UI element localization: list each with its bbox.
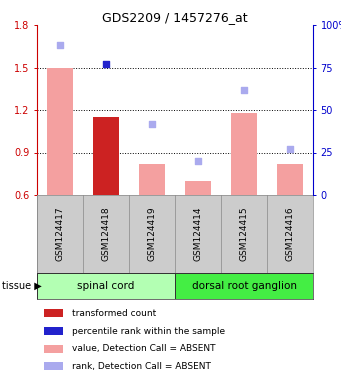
Bar — [47, 68, 73, 195]
Bar — [37, 273, 175, 299]
Text: GSM124414: GSM124414 — [193, 207, 203, 261]
Text: dorsal root ganglion: dorsal root ganglion — [192, 281, 297, 291]
Text: GSM124419: GSM124419 — [148, 207, 157, 262]
Text: percentile rank within the sample: percentile rank within the sample — [72, 326, 225, 336]
Bar — [139, 164, 165, 195]
Text: GSM124418: GSM124418 — [102, 207, 110, 262]
Bar — [44, 310, 63, 318]
Bar — [44, 327, 63, 335]
Bar — [231, 113, 257, 195]
Text: transformed count: transformed count — [72, 309, 156, 318]
Text: GSM124416: GSM124416 — [285, 207, 295, 262]
Text: value, Detection Call = ABSENT: value, Detection Call = ABSENT — [72, 344, 215, 353]
Text: GSM124415: GSM124415 — [239, 207, 249, 262]
Bar — [93, 117, 119, 195]
Title: GDS2209 / 1457276_at: GDS2209 / 1457276_at — [102, 11, 248, 24]
Bar — [175, 273, 313, 299]
Point — [241, 86, 247, 93]
Point — [287, 146, 293, 152]
Bar — [186, 181, 211, 195]
Bar — [277, 164, 303, 195]
Bar — [44, 344, 63, 353]
Point — [195, 158, 201, 164]
Text: tissue ▶: tissue ▶ — [2, 281, 42, 291]
Point — [57, 42, 63, 48]
Bar — [44, 362, 63, 370]
Text: spinal cord: spinal cord — [77, 281, 135, 291]
Text: rank, Detection Call = ABSENT: rank, Detection Call = ABSENT — [72, 362, 210, 371]
Point — [149, 121, 155, 127]
Text: GSM124417: GSM124417 — [56, 207, 64, 262]
Point — [103, 61, 109, 67]
